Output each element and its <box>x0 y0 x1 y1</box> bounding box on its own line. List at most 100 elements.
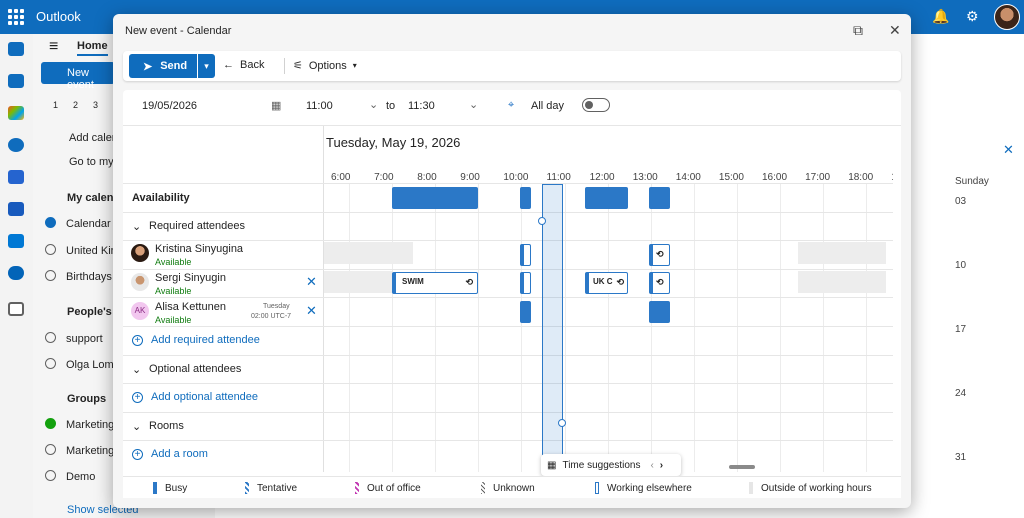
chevron-down-icon[interactable]: ⌄ <box>469 99 479 111</box>
busy-block[interactable] <box>520 244 531 266</box>
event-block-uk[interactable]: UK C ⟲ <box>585 272 628 294</box>
start-time-field[interactable]: 11:00 <box>306 100 333 112</box>
my-calendars-header[interactable]: My calenc <box>67 192 120 204</box>
date-cell[interactable]: 10 <box>955 260 967 271</box>
copilot-icon[interactable] <box>8 106 24 120</box>
close-icon[interactable]: ✕ <box>889 22 901 38</box>
scheduling-grid[interactable]: Tuesday, May 19, 2026 6:00 7:00 8:00 9:00 10… <box>324 126 893 472</box>
back-button[interactable]: ← Back <box>223 59 264 71</box>
mini-day[interactable]: 2 <box>73 100 79 110</box>
hour-label: 18:00 <box>848 172 874 183</box>
busy-block[interactable] <box>649 301 670 323</box>
recurring-event-block[interactable]: ⟲ <box>649 272 670 294</box>
new-event-button[interactable]: New event <box>41 62 115 91</box>
resize-handle-top[interactable] <box>538 217 546 225</box>
tab-home[interactable]: Home <box>77 40 108 56</box>
chevron-left-icon[interactable]: ‹ <box>650 459 654 471</box>
busy-block[interactable] <box>520 301 531 323</box>
hour-label: 6:00 <box>331 172 351 183</box>
busy-block[interactable] <box>649 187 670 209</box>
rooms-header[interactable]: Rooms <box>149 420 184 432</box>
options-button[interactable]: ⚟ Options ▾ <box>293 59 357 73</box>
people-item[interactable]: Olga Loml <box>45 358 116 371</box>
send-dropdown-button[interactable]: ▾ <box>198 54 215 78</box>
date-cell[interactable]: 31 <box>955 452 967 463</box>
remove-attendee-icon[interactable]: ✕ <box>306 274 317 289</box>
add-optional-attendee-link[interactable]: + Add optional attendee <box>132 391 258 403</box>
add-calendar-link[interactable]: Add calen <box>69 132 118 144</box>
popout-icon[interactable]: ⧉ <box>853 22 863 38</box>
hour-gridline <box>521 184 523 472</box>
chevron-down-icon[interactable]: ⌄ <box>132 421 142 433</box>
to-label: to <box>386 100 396 112</box>
legend-working-elsewhere: Working elsewhere <box>595 482 692 494</box>
add-required-attendee-link[interactable]: + Add required attendee <box>132 334 260 346</box>
recurring-icon: ⟲ <box>465 277 473 287</box>
hour-gridline <box>780 184 781 472</box>
hour-gridline <box>736 184 738 472</box>
hour-gridline <box>564 184 566 472</box>
group-item[interactable]: Marketing <box>45 418 114 431</box>
date-cell[interactable]: 17 <box>955 324 967 335</box>
selected-time-slot[interactable] <box>542 184 563 472</box>
busy-block[interactable] <box>392 187 478 209</box>
people-icon[interactable] <box>8 138 24 152</box>
app-launcher-icon[interactable] <box>8 9 24 25</box>
all-day-toggle[interactable] <box>582 98 610 112</box>
apps-icon[interactable] <box>8 302 24 316</box>
recurring-icon: ⟲ <box>616 277 624 287</box>
org-icon[interactable] <box>8 234 24 248</box>
chevron-down-icon[interactable]: ⌄ <box>132 364 142 376</box>
calendar-item[interactable]: Birthdays <box>45 270 112 283</box>
mini-day[interactable]: 3 <box>93 100 99 110</box>
chevron-down-icon[interactable]: ⌄ <box>369 99 379 111</box>
date-field[interactable]: 19/05/2026 <box>142 100 198 112</box>
remove-attendee-icon[interactable]: ✕ <box>306 303 317 318</box>
busy-block[interactable] <box>520 187 531 209</box>
hour-label: 15:00 <box>718 172 744 183</box>
date-cell[interactable]: 24 <box>955 388 967 399</box>
gear-icon[interactable]: ⚙ <box>966 8 979 24</box>
dialog-title: New event - Calendar <box>125 25 232 37</box>
group-item[interactable]: Marketing <box>45 444 114 457</box>
horizontal-scrollbar[interactable] <box>729 465 755 469</box>
add-room-link[interactable]: + Add a room <box>132 448 208 460</box>
chevron-down-icon[interactable]: ⌄ <box>132 221 142 233</box>
peoples-calendars-header[interactable]: People's c <box>67 306 121 318</box>
calendar-item[interactable]: Calendar <box>45 217 111 230</box>
time-suggestions-bar[interactable]: ▦ Time suggestions ‹ › <box>541 454 681 476</box>
busy-block[interactable] <box>520 272 531 294</box>
bell-icon[interactable]: 🔔 <box>932 8 950 24</box>
toolbar: ➤ Send ▾ ← Back ⚟ Options ▾ <box>123 51 901 81</box>
profile-avatar[interactable] <box>994 4 1020 30</box>
calendar-picker-icon[interactable]: ▦ <box>271 100 282 112</box>
groups-header[interactable]: Groups <box>67 393 107 405</box>
end-time-field[interactable]: 11:30 <box>408 100 435 112</box>
go-to-my-link[interactable]: Go to my <box>69 156 114 168</box>
people-item[interactable]: support <box>45 332 103 345</box>
sliders-icon: ⚟ <box>293 60 303 72</box>
required-attendees-header[interactable]: Required attendees <box>149 220 246 232</box>
calendar-icon[interactable] <box>8 74 24 88</box>
close-icon[interactable]: ✕ <box>1003 142 1014 157</box>
chevron-right-icon[interactable]: › <box>659 459 664 471</box>
word-icon[interactable] <box>8 202 24 216</box>
attendee-name: Kristina Sinyugina <box>155 243 244 255</box>
resize-handle-bottom[interactable] <box>558 419 566 427</box>
mini-day[interactable]: 1 <box>53 100 59 110</box>
timezone-icon[interactable]: ⌖ <box>508 99 515 111</box>
recurring-event-block[interactable]: ⟲ <box>649 244 670 266</box>
event-block-swim[interactable]: SWIM ⟲ <box>392 272 478 294</box>
send-button[interactable]: ➤ Send <box>129 54 197 78</box>
outside-hours-swatch-icon <box>749 482 753 494</box>
date-cell[interactable]: 03 <box>955 196 967 207</box>
onedrive-icon[interactable] <box>8 266 24 280</box>
busy-block[interactable] <box>585 187 628 209</box>
group-item[interactable]: Demo <box>45 470 95 483</box>
calendar-item[interactable]: United Kin <box>45 244 117 257</box>
mail-icon[interactable] <box>8 42 24 56</box>
hour-label: 13:00 <box>632 172 658 183</box>
hamburger-icon[interactable]: ≡ <box>49 38 59 55</box>
optional-attendees-header[interactable]: Optional attendees <box>149 363 242 375</box>
todo-icon[interactable] <box>8 170 24 184</box>
